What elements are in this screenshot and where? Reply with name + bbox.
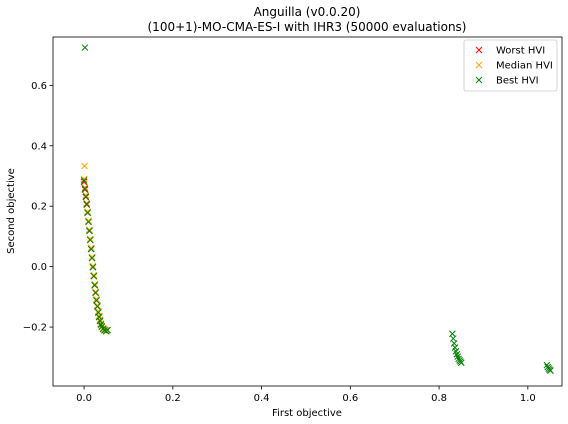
point-best-hvi [104, 326, 111, 334]
point-median-hvi [87, 244, 95, 252]
legend-marker-median-hvi [475, 61, 483, 69]
point-worst-hvi [80, 178, 88, 186]
point-median-hvi [88, 253, 96, 261]
legend-item-worst-hvi: Worst HVI [475, 46, 545, 57]
x-axis-ticks: 0.0 0.2 0.4 0.6 0.8 1.0 [76, 386, 536, 404]
point-best-hvi [92, 289, 99, 297]
point-median-hvi [92, 288, 99, 296]
point-best-hvi [82, 193, 90, 200]
legend-label-worst-hvi: Worst HVI [496, 46, 545, 57]
legend-items: Worst HVI Median HVI Best HVI [475, 46, 553, 87]
point-best-hvi [93, 297, 100, 304]
point-median-hvi [91, 280, 99, 288]
point-best-hvi [84, 209, 91, 217]
legend-marker-worst-hvi [475, 46, 483, 54]
x-tick-label: 0.6 [342, 393, 358, 404]
x-tick-label: 0.4 [254, 393, 270, 404]
point-median-hvi [83, 199, 91, 207]
y-tick-label: 0.2 [31, 202, 47, 213]
y-axis-label: Second objective [6, 168, 17, 254]
x-tick-label: 0.8 [431, 393, 447, 404]
series-best-hvi [80, 44, 554, 374]
point-worst-hvi [81, 186, 89, 193]
point-median-hvi [82, 191, 90, 199]
point-median-hvi [85, 217, 92, 225]
point-best-hvi [454, 353, 462, 361]
point-best-hvi [86, 227, 93, 235]
y-tick-label: 0.6 [31, 81, 47, 92]
x-tick-label: 0.0 [76, 393, 92, 404]
axes-frame [52, 36, 563, 387]
point-median-hvi [89, 262, 97, 270]
x-axis-label: First objective [272, 408, 342, 419]
point-best-hvi [95, 313, 103, 321]
plot-points [80, 44, 554, 374]
x-tick-label: 1.0 [520, 393, 536, 404]
point-median-hvi [81, 162, 88, 170]
point-best-hvi [83, 200, 91, 208]
y-axis-ticks: −0.2 0.0 0.2 0.4 0.6 [23, 81, 53, 334]
y-tick-label: 0.4 [31, 141, 47, 152]
point-median-hvi [86, 235, 94, 243]
point-best-hvi [547, 367, 554, 374]
legend-label-best-hvi: Best HVI [496, 76, 539, 87]
point-median-hvi [80, 175, 88, 183]
point-best-hvi [81, 185, 89, 193]
point-median-hvi [90, 271, 98, 279]
point-best-hvi [85, 218, 92, 226]
x-tick-label: 0.2 [165, 393, 181, 404]
point-median-hvi [84, 208, 91, 216]
series-median-hvi [80, 162, 110, 334]
chart-title: Anguilla (v0.0.20) [254, 5, 361, 19]
legend-marker-best-hvi [475, 76, 483, 84]
y-tick-label: 0.0 [31, 262, 47, 273]
point-best-hvi [90, 272, 98, 280]
chart-subtitle: (100+1)-MO-CMA-ES-I with IHR3 (50000 eva… [148, 20, 467, 34]
point-best-hvi [97, 321, 105, 329]
legend-item-best-hvi: Best HVI [475, 76, 539, 87]
legend-label-median-hvi: Median HVI [496, 61, 553, 72]
point-best-hvi [81, 44, 89, 51]
point-best-hvi [543, 361, 551, 369]
y-tick-label: −0.2 [23, 323, 47, 334]
point-best-hvi [87, 245, 95, 253]
point-best-hvi [88, 254, 96, 262]
point-best-hvi [86, 236, 94, 244]
legend-frame [463, 39, 558, 92]
legend-item-median-hvi: Median HVI [475, 61, 553, 72]
point-best-hvi [94, 303, 101, 310]
point-best-hvi [80, 177, 88, 184]
point-best-hvi [91, 282, 99, 289]
point-median-hvi [81, 184, 89, 191]
point-median-hvi [93, 295, 100, 303]
point-best-hvi [89, 263, 97, 271]
legend: Worst HVI Median HVI Best HVI [463, 39, 558, 92]
point-median-hvi [86, 226, 93, 234]
point-best-hvi [457, 359, 465, 367]
